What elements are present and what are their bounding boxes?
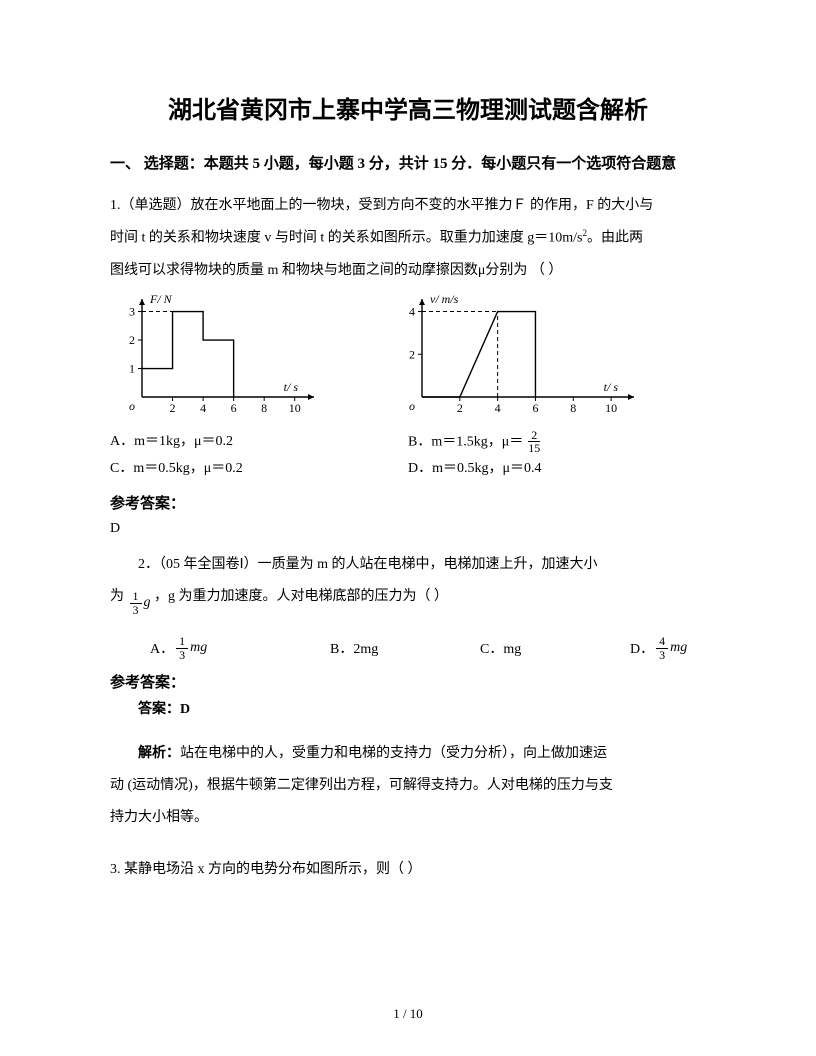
svg-text:o: o — [129, 399, 135, 413]
svg-text:v/ m/s: v/ m/s — [430, 292, 459, 306]
q2-stem-a: 2．（05 年全国卷Ⅰ）一质量为 m 的人站在电梯中，电梯加速上升，加速大小 — [110, 551, 706, 579]
svg-text:o: o — [409, 399, 415, 413]
q1-opt-c: C．m＝0.5kg，μ＝0.2 — [110, 456, 408, 483]
page: 湖北省黄冈市上寨中学高三物理测试题含解析 一、 选择题：本题共 5 小题，每小题… — [0, 0, 816, 1056]
svg-text:4: 4 — [409, 304, 415, 318]
q1-answer-label: 参考答案： — [110, 492, 706, 513]
q1-opt-b-frac: 215 — [525, 429, 543, 455]
q1-options-row1: A．m＝1kg，μ＝0.2 B．m＝1.5kg，μ＝215 — [110, 429, 706, 456]
page-number: 1 / 10 — [0, 1006, 816, 1022]
q1-opt-b-prefix: B．m＝1.5kg，μ＝ — [408, 434, 523, 449]
q2-opt-b: B．2mg — [330, 638, 480, 658]
q2-b-suffix: ，g 为重力加速度。人对电梯底部的压力为（ ） — [151, 589, 449, 604]
q2-g: g — [144, 589, 151, 617]
q2-opt-a-frac: 13 — [176, 635, 188, 661]
q2-opt-c: C．mg — [480, 638, 630, 658]
svg-text:t/ s: t/ s — [604, 380, 619, 394]
svg-text:2: 2 — [457, 401, 463, 415]
q2-opt-d-frac: 43 — [656, 635, 668, 661]
chart-f-t: 246810123oF/ Nt/ s — [110, 291, 320, 421]
q2-frac-1-3: 13g — [128, 589, 151, 617]
q3-stem: 3. 某静电场沿 x 方向的电势分布如图所示，则（ ） — [110, 856, 706, 884]
q2-options: A． 13 mg B．2mg C．mg D． 43 mg — [150, 635, 706, 661]
q2-explain-label: 解析： — [138, 746, 180, 761]
q2-opt-a: A． 13 mg — [150, 635, 330, 661]
chart-v-t: 2 4 6 8 10 2 4 o v/ m/s t/ s — [390, 291, 640, 421]
q1-options-row2: C．m＝0.5kg，μ＝0.2 D．m＝0.5kg，μ＝0.4 — [110, 456, 706, 483]
svg-text:10: 10 — [605, 401, 617, 415]
svg-text:4: 4 — [495, 401, 501, 415]
svg-text:8: 8 — [261, 401, 267, 415]
svg-text:2: 2 — [129, 333, 135, 347]
q1-opt-a: A．m＝1kg，μ＝0.2 — [110, 429, 408, 456]
q2-explain-3: 持力大小相等。 — [110, 804, 706, 832]
svg-text:3: 3 — [129, 304, 135, 318]
svg-text:2: 2 — [170, 401, 176, 415]
svg-text:6: 6 — [231, 401, 237, 415]
svg-text:1: 1 — [129, 361, 135, 375]
q1-stem-line2: 时间 t 的关系和物块速度 v 与时间 t 的关系如图所示。取重力加速度 g＝1… — [110, 224, 706, 253]
q1-charts: 246810123oF/ Nt/ s 24681024ov/ m/st/ s — [110, 291, 706, 421]
svg-text:F/ N: F/ N — [149, 292, 173, 306]
svg-text:10: 10 — [289, 401, 301, 415]
q1-opt-b: B．m＝1.5kg，μ＝215 — [408, 429, 706, 456]
section-heading: 一、 选择题：本题共 5 小题，每小题 3 分，共计 15 分．每小题只有一个选… — [110, 151, 706, 178]
q2-opt-d: D． 43 mg — [630, 635, 687, 661]
q1-answer: D — [110, 521, 706, 537]
q1-stem-line3: 图线可以求得物块的质量 m 和物块与地面之间的动摩擦因数μ分别为 （ ） — [110, 257, 706, 285]
q2-b-prefix: 为 — [110, 589, 128, 604]
q1-stem-line2a: 时间 t 的关系和物块速度 v 与时间 t 的关系如图所示。取重力加速度 g＝1… — [110, 231, 583, 246]
q1-opt-d: D．m＝0.5kg，μ＝0.4 — [408, 456, 706, 483]
page-title: 湖北省黄冈市上寨中学高三物理测试题含解析 — [110, 90, 706, 125]
q1-stem-line2b: 。由此两 — [587, 231, 643, 246]
q2-answer-line: 答案：D — [110, 696, 706, 724]
q2-explain-2: 动 (运动情况)，根据牛顿第二定律列出方程，可解得支持力。人对电梯的压力与支 — [110, 772, 706, 800]
svg-text:8: 8 — [570, 401, 576, 415]
q1-stem-line1: 1.（单选题）放在水平地面上的一物块，受到方向不变的水平推力Ｆ 的作用，F 的大… — [110, 192, 706, 220]
q2-answer-label: 参考答案： — [110, 671, 706, 692]
q2-explain-1: 解析：站在电梯中的人，受重力和电梯的支持力（受力分析），向上做加速运 — [110, 740, 706, 768]
svg-text:6: 6 — [532, 401, 538, 415]
q2-stem-b: 为 13g ，g 为重力加速度。人对电梯底部的压力为（ ） — [110, 583, 706, 617]
svg-text:4: 4 — [200, 401, 206, 415]
svg-text:2: 2 — [409, 347, 415, 361]
svg-text:t/ s: t/ s — [284, 380, 299, 394]
